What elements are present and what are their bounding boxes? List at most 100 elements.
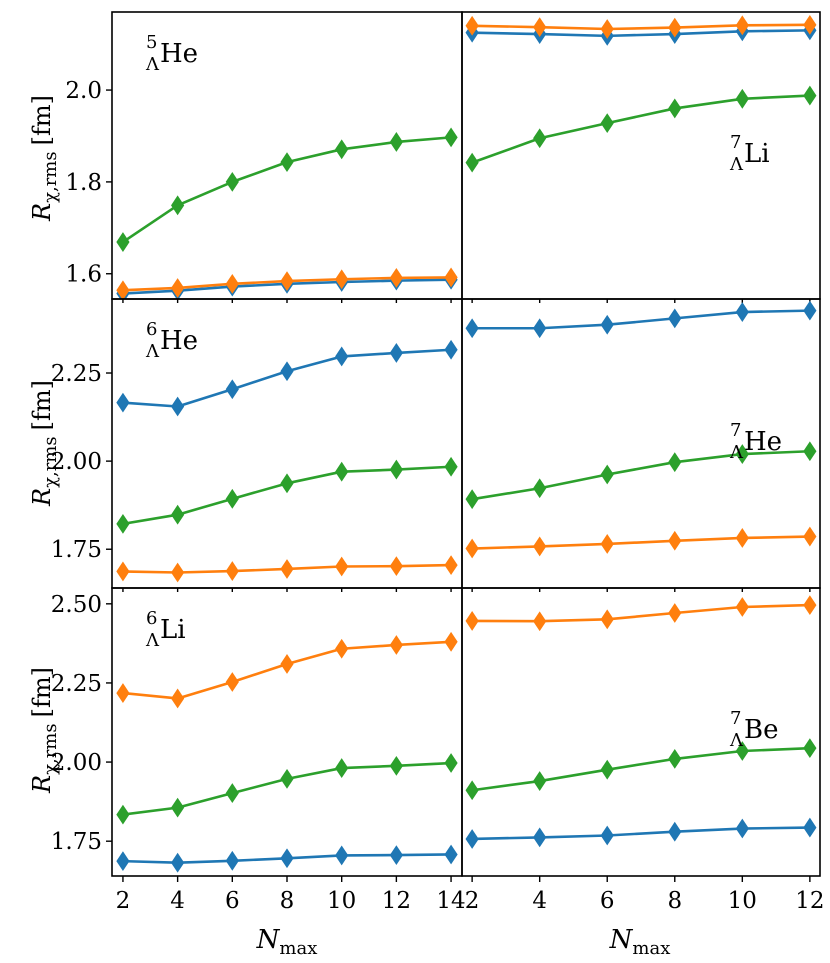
marker-orange-x10	[735, 528, 749, 548]
marker-blue-x4	[533, 827, 547, 848]
marker-green-x10	[335, 758, 349, 778]
xtick-label: 2	[465, 888, 480, 914]
marker-green-x12	[389, 459, 403, 480]
marker-green-x8	[280, 473, 294, 494]
marker-blue-x2	[116, 851, 130, 872]
nucleus-element: He	[160, 326, 198, 356]
plot-area	[116, 127, 458, 299]
ytick-label: 2.25	[51, 361, 102, 387]
xtick-label: 2	[116, 888, 131, 914]
nucleus-label: 6Λ Li	[145, 608, 186, 651]
nucleus-label: 6Λ He	[145, 319, 198, 362]
panel-row1-left: 1.6 1.8 2.0 5Λ He	[65, 11, 463, 303]
marker-green-x2	[116, 513, 130, 534]
marker-green-x14	[444, 456, 458, 477]
marker-orange-x6	[225, 273, 239, 294]
marker-green-x10	[735, 444, 749, 464]
marker-orange-x4	[171, 688, 185, 709]
nucleus-mass: 7	[730, 708, 741, 729]
marker-orange-x6	[600, 609, 614, 630]
marker-orange-x10	[335, 556, 349, 577]
marker-orange-x14	[444, 267, 458, 288]
series-line-orange	[472, 535, 810, 550]
ytick-label: 2.0	[65, 78, 102, 104]
nucleus-mass: 7	[730, 420, 741, 441]
ylabel-subscript: χ,rms	[40, 436, 61, 488]
marker-green-x2	[465, 152, 479, 173]
ylabel-symbol: R	[28, 775, 56, 794]
marker-blue-x8	[668, 308, 682, 329]
marker-green-x12	[389, 755, 403, 776]
marker-blue-x14	[444, 339, 458, 360]
marker-orange-x8	[668, 603, 682, 623]
marker-orange-x10	[735, 15, 749, 36]
marker-orange-x2	[116, 683, 130, 703]
marker-orange-x12	[803, 14, 817, 35]
marker-orange-x2	[465, 538, 479, 559]
marker-blue-x2	[465, 318, 479, 339]
marker-orange-x14	[444, 555, 458, 575]
ylabel-unit: [fm]	[28, 667, 56, 717]
marker-green-x2	[116, 804, 130, 825]
marker-orange-x4	[533, 611, 547, 632]
plot-area	[465, 300, 817, 559]
marker-green-x12	[803, 738, 817, 759]
xtick-label: 10	[728, 888, 757, 914]
xlabel-subscript: max	[632, 938, 670, 959]
marker-green-x4	[171, 797, 185, 818]
marker-green-x4	[533, 771, 547, 791]
plot-area	[465, 595, 817, 849]
nucleus-element: He	[744, 427, 782, 457]
marker-green-x8	[668, 748, 682, 769]
marker-green-x6	[225, 783, 239, 803]
ytick-label: 1.75	[51, 829, 102, 855]
marker-orange-x6	[225, 561, 239, 581]
marker-green-x12	[803, 441, 817, 462]
xtick-label: 8	[280, 888, 295, 914]
ylabel-symbol: R	[28, 203, 56, 222]
marker-green-x6	[600, 464, 614, 485]
nucleus-lambda: Λ	[729, 730, 744, 751]
marker-orange-x12	[389, 267, 403, 288]
marker-green-x2	[465, 489, 479, 510]
ytick-label: 1.6	[65, 262, 102, 288]
xtick-label: 12	[795, 888, 824, 914]
marker-green-x14	[444, 127, 458, 148]
marker-orange-x2	[116, 561, 130, 582]
nucleus-element: Li	[160, 615, 186, 645]
nucleus-label: 7Λ He	[729, 420, 782, 463]
series-line-blue	[472, 29, 810, 38]
marker-orange-x8	[668, 530, 682, 551]
marker-blue-x4	[533, 318, 547, 339]
nucleus-lambda: Λ	[145, 630, 160, 651]
marker-orange-x10	[335, 269, 349, 290]
plot-area	[465, 14, 817, 173]
xtick-label: 12	[382, 888, 411, 914]
nucleus-element: Be	[744, 715, 779, 745]
marker-blue-x8	[668, 821, 682, 842]
marker-blue-x4	[171, 852, 185, 873]
nucleus-lambda: Λ	[729, 154, 744, 175]
series-line-green	[471, 449, 810, 501]
xtick-label: 6	[600, 888, 615, 914]
marker-green-x2	[116, 232, 130, 252]
ytick-label: 2.00	[51, 449, 102, 475]
marker-blue-x8	[280, 361, 294, 382]
marker-orange-x2	[465, 611, 479, 631]
nucleus-label: 7Λ Li	[729, 132, 770, 175]
marker-orange-x6	[225, 672, 239, 692]
ylabel-row1: Rχ,rms [fm]	[28, 95, 61, 222]
marker-orange-x8	[280, 654, 294, 674]
marker-orange-x10	[335, 638, 349, 659]
marker-green-x6	[225, 172, 239, 192]
series-line-green	[471, 746, 810, 792]
xlabel-symbol: N	[609, 925, 634, 955]
plot-area	[116, 631, 458, 873]
xtick-label: 10	[327, 888, 356, 914]
xlabel-symbol: N	[256, 925, 281, 955]
xlabel-subscript: max	[279, 938, 317, 959]
xtick-label: 8	[667, 888, 682, 914]
marker-green-x4	[171, 504, 185, 525]
